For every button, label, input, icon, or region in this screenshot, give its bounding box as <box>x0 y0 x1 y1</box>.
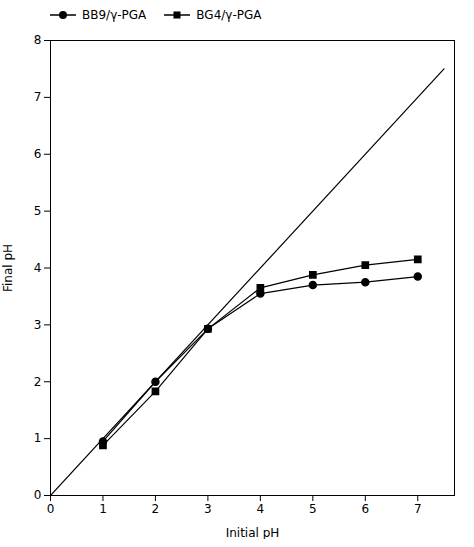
svg-text:1: 1 <box>34 431 42 445</box>
html-text:BB9/γ-PGA: BB9/γ-PGA <box>82 8 147 22</box>
svg-text:5: 5 <box>309 502 317 516</box>
svg-text:Final pH: Final pH <box>1 244 15 292</box>
svg-text:6: 6 <box>34 147 42 161</box>
svg-text:2: 2 <box>34 375 42 389</box>
svg-text:6: 6 <box>361 502 369 516</box>
svg-text:0: 0 <box>34 488 42 502</box>
svg-text:1: 1 <box>99 502 107 516</box>
svg-text:8: 8 <box>34 33 42 47</box>
svg-text:7: 7 <box>34 90 42 104</box>
svg-text:Initial pH: Initial pH <box>226 526 280 540</box>
svg-text:4: 4 <box>34 261 42 275</box>
svg-text:3: 3 <box>204 502 212 516</box>
svg-text:5: 5 <box>34 204 42 218</box>
html-text:BG4/γ-PGA: BG4/γ-PGA <box>196 8 262 22</box>
svg-text:7: 7 <box>414 502 422 516</box>
svg-text:3: 3 <box>34 318 42 332</box>
svg-text:2: 2 <box>152 502 160 516</box>
svg-text:0: 0 <box>47 502 55 516</box>
svg-text:4: 4 <box>257 502 265 516</box>
